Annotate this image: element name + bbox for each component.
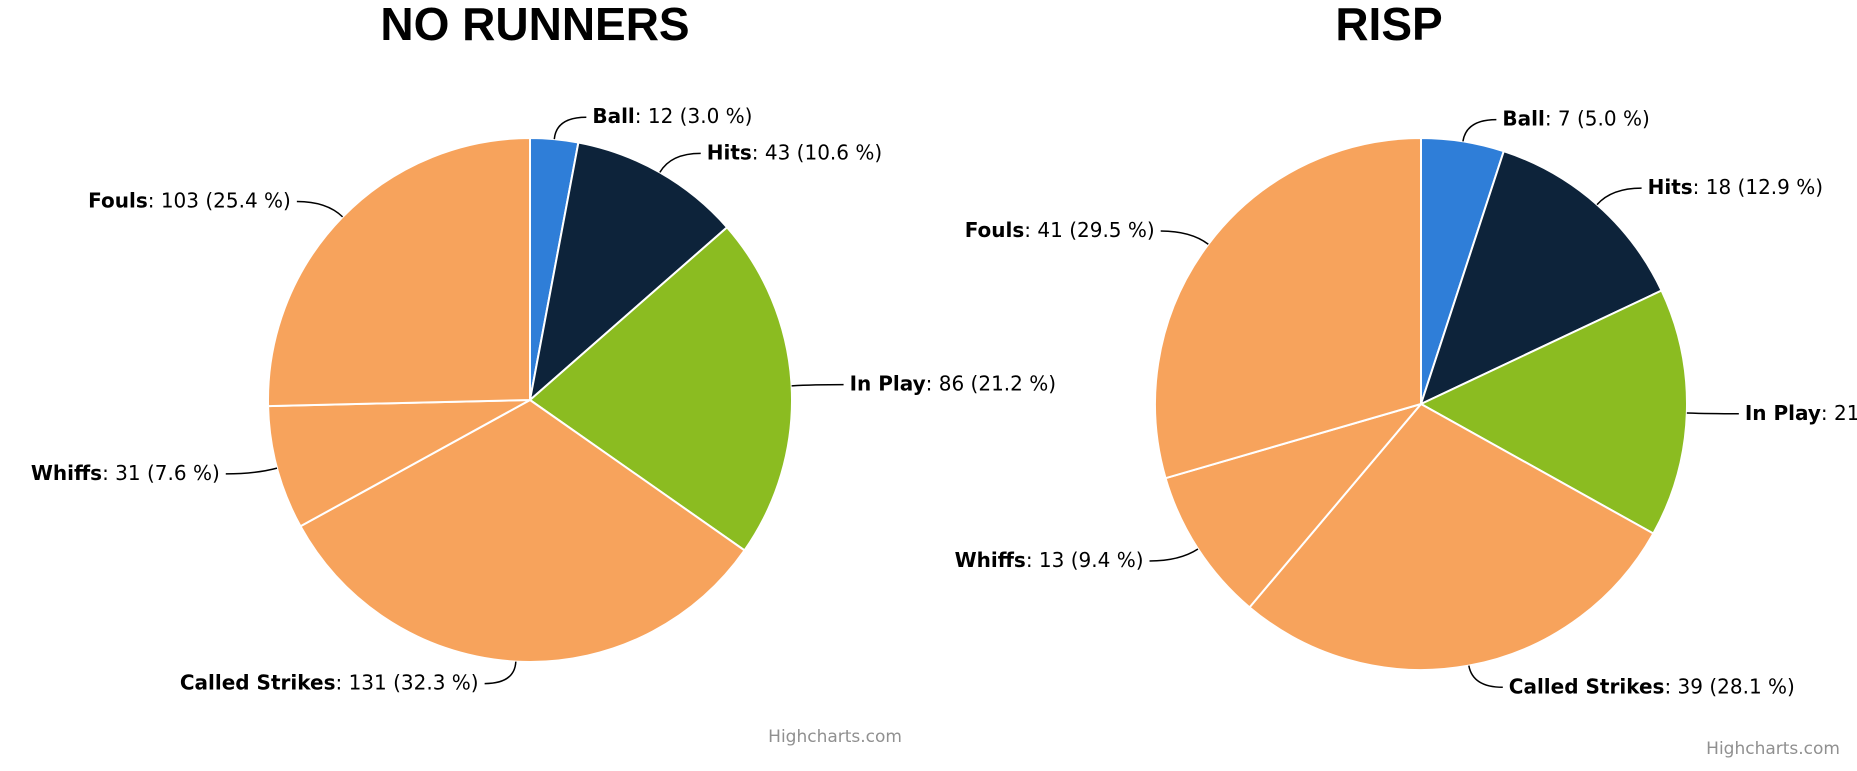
pie-slice [1154,136,1422,480]
pie-slice [1164,402,1424,609]
label-value: : 43 (10.6 %) [752,140,882,164]
data-label: Hits: 18 (12.9 %) [1648,175,1823,199]
data-label: Ball: 12 (3.0 %) [592,104,752,128]
connector [1149,548,1199,562]
data-label: Called Strikes: 39 (28.1 %) [1509,674,1795,698]
connector [659,152,701,173]
pie-slice [528,141,729,403]
pie-slice [1419,149,1663,406]
label-value: : 41 (29.5 %) [1024,218,1154,242]
label-value: : 103 (25.4 %) [148,188,291,212]
label-value: : 12 (3.0 %) [635,104,753,128]
label-value: : 86 (21.2 %) [926,371,1056,395]
data-label: Whiffs: 31 (7.6 %) [31,460,220,484]
label-value: : 21 (15.1 %) [1821,400,1857,424]
label-value: : 31 (7.6 %) [102,460,220,484]
label-value: : 39 (28.1 %) [1664,674,1794,698]
connector [484,661,517,685]
label-name: Whiffs [955,547,1026,571]
data-label: Hits: 43 (10.6 %) [707,140,882,164]
data-label: Fouls: 103 (25.4 %) [88,188,291,212]
pie-slice [1418,289,1688,535]
credits: Highcharts.com [1706,739,1840,759]
label-name: Called Strikes [180,670,336,694]
label-value: : 131 (32.3 %) [335,670,478,694]
connector [225,467,278,475]
connector [1468,665,1503,689]
data-label: In Play: 86 (21.2 %) [850,371,1056,395]
connector [1160,230,1209,245]
pie-slice [267,399,531,528]
data-label: Called Strikes: 131 (32.3 %) [180,670,479,694]
label-name: Ball [1502,106,1544,130]
pie-slice [1248,402,1655,671]
label-value: : 13 (9.4 %) [1026,547,1144,571]
credits: Highcharts.com [768,727,902,747]
data-label: In Play: 21 (15.1 %) [1745,400,1857,424]
chart-title: RISP [1335,0,1442,50]
data-label: Fouls: 41 (29.5 %) [965,218,1155,242]
connector [1596,187,1642,206]
label-name: In Play [1745,400,1821,424]
data-label: Ball: 7 (5.0 %) [1502,106,1649,130]
label-name: Whiffs [31,460,102,484]
pie-slice [528,225,793,552]
label-value: : 7 (5.0 %) [1545,106,1650,130]
label-name: Fouls [965,218,1025,242]
label-name: Hits [707,140,752,164]
chart-title: NO RUNNERS [380,0,689,50]
connector [553,116,587,140]
connector [296,200,344,218]
label-name: Hits [1648,175,1693,199]
data-label: Whiffs: 13 (9.4 %) [955,547,1144,571]
connector [1686,412,1739,415]
connector [1462,118,1497,142]
label-name: Fouls [88,188,148,212]
connector [791,383,844,387]
label-name: In Play [850,371,926,395]
label-name: Ball [592,104,634,128]
label-name: Called Strikes [1509,674,1665,698]
label-value: : 18 (12.9 %) [1693,175,1823,199]
pie-slice [267,136,531,408]
